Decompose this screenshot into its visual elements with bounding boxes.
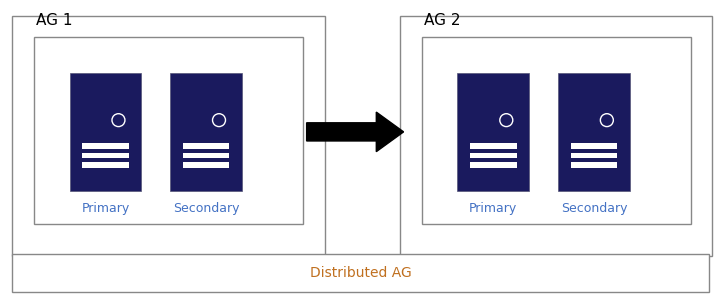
Bar xyxy=(82,152,129,158)
Bar xyxy=(182,143,229,149)
Text: AG 2: AG 2 xyxy=(424,13,460,28)
Bar xyxy=(470,152,517,158)
Bar xyxy=(34,37,303,224)
Bar xyxy=(457,73,529,191)
Text: Distributed AG: Distributed AG xyxy=(309,266,412,280)
Bar xyxy=(182,152,229,158)
Bar xyxy=(570,152,617,158)
Text: Primary: Primary xyxy=(81,202,130,215)
Bar xyxy=(12,16,324,257)
Text: Secondary: Secondary xyxy=(561,202,627,215)
Bar xyxy=(470,143,517,149)
Bar xyxy=(470,162,517,168)
Bar xyxy=(70,73,141,191)
Bar xyxy=(182,162,229,168)
Bar xyxy=(570,143,617,149)
Bar xyxy=(12,254,709,292)
Text: AG 1: AG 1 xyxy=(36,13,72,28)
Bar xyxy=(422,37,691,224)
Bar xyxy=(170,73,242,191)
Bar xyxy=(570,162,617,168)
Bar xyxy=(82,162,129,168)
FancyArrow shape xyxy=(306,112,404,152)
Bar xyxy=(82,143,129,149)
Bar xyxy=(558,73,630,191)
Bar xyxy=(400,16,712,257)
Text: Secondary: Secondary xyxy=(173,202,239,215)
Text: Primary: Primary xyxy=(469,202,518,215)
